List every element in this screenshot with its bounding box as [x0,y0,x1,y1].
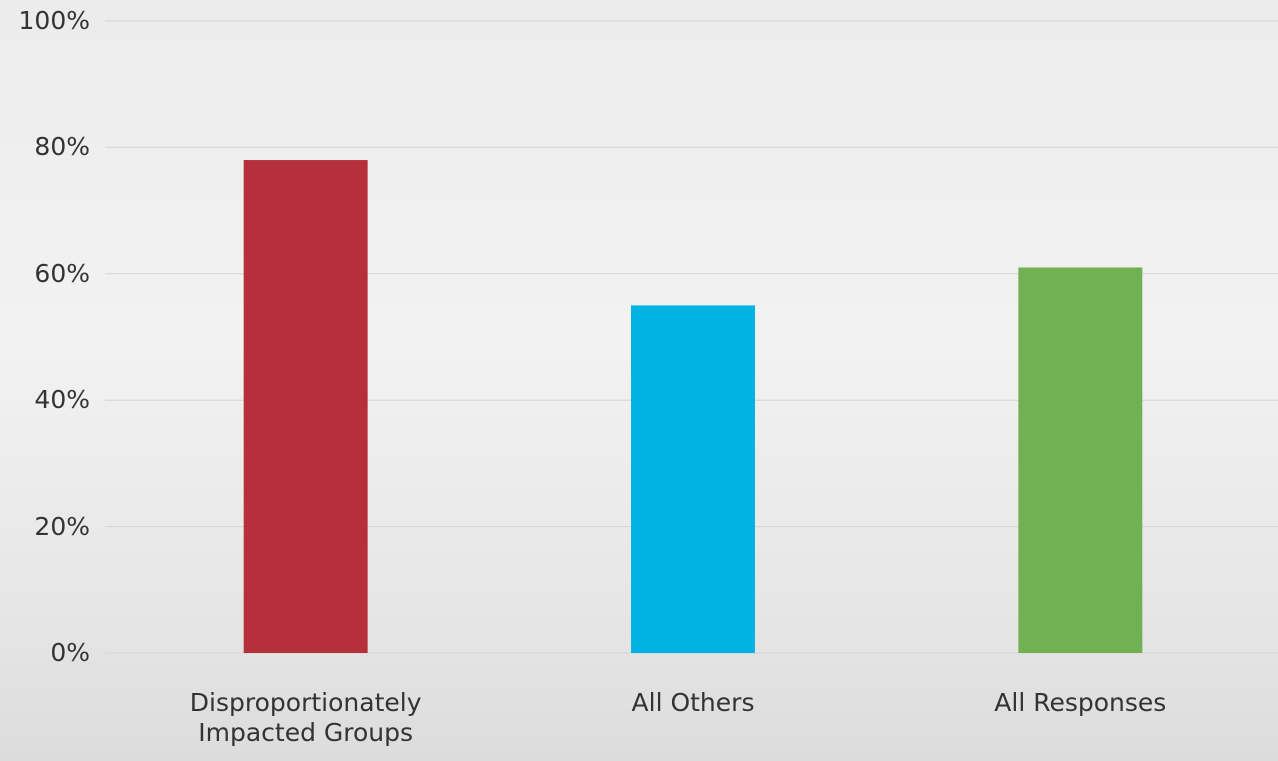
y-tick-label: 0% [0,638,90,668]
x-tick-label: All Others [523,688,863,718]
bar [244,160,368,653]
y-tick-label: 40% [0,385,90,415]
x-tick-label: Disproportionately Impacted Groups [136,688,476,748]
bar [1018,267,1142,653]
plot [0,0,1278,761]
x-tick-label: All Responses [910,688,1250,718]
y-tick-label: 60% [0,259,90,289]
y-tick-label: 20% [0,512,90,542]
chart: 0% 20% 40% 60% 80% 100% Disproportionately Imp… [0,0,1278,761]
y-tick-label: 80% [0,132,90,162]
bar [631,305,755,653]
y-tick-label: 100% [0,6,90,36]
